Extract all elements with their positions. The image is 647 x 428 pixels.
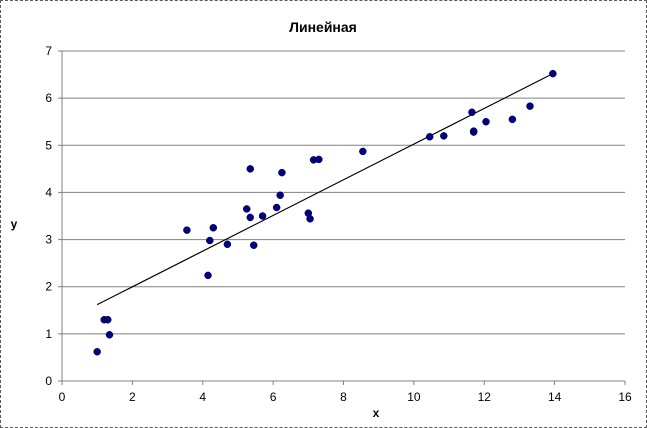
data-point-13	[258, 212, 267, 220]
x-tick-label-12: 12	[478, 390, 492, 404]
data-point-24	[468, 108, 476, 117]
y-tick-label-4: 4	[45, 185, 52, 199]
data-point-30	[549, 69, 557, 78]
data-point-6	[206, 236, 214, 245]
x-tick-label-10: 10	[407, 390, 421, 404]
data-point-3	[105, 331, 114, 339]
data-point-11	[246, 213, 255, 222]
x-tick-label-4: 4	[199, 390, 206, 404]
x-axis-title: x	[373, 406, 380, 420]
data-point-12	[250, 241, 258, 249]
x-tick-label-2: 2	[129, 390, 136, 404]
data-point-10	[246, 165, 255, 173]
data-point-21	[359, 147, 367, 156]
data-point-5	[204, 271, 212, 280]
x-tick-labels: 0 2 4 6 8 10 12 14 16	[59, 390, 632, 404]
data-point-29	[526, 102, 534, 110]
data-point-22	[425, 133, 434, 141]
data-point-27	[482, 117, 490, 126]
y-tick-label-2: 2	[45, 280, 52, 294]
y-tick-label-5: 5	[45, 138, 52, 152]
data-point-20	[315, 155, 323, 164]
data-point-0	[93, 348, 101, 356]
linear-trendline	[96, 73, 554, 306]
y-tick-label-6: 6	[45, 91, 52, 105]
data-point-7	[209, 224, 218, 232]
x-tick-label-16: 16	[618, 390, 632, 404]
data-point-9	[242, 205, 251, 213]
y-tick-label-7: 7	[45, 44, 52, 58]
axes	[58, 50, 626, 385]
x-tick-label-14: 14	[548, 390, 562, 404]
y-axis-title: y	[11, 217, 18, 231]
x-tick-label-0: 0	[59, 390, 66, 404]
data-point-16	[278, 168, 286, 177]
data-point-18	[306, 215, 314, 223]
data-point-2	[103, 315, 112, 324]
y-tick-labels: 0 1 2 3 4 5 6 7	[45, 44, 52, 388]
chart-title: Линейная	[289, 19, 357, 35]
data-point-8	[223, 240, 232, 249]
data-points	[93, 69, 557, 356]
y-tick-label-1: 1	[45, 327, 52, 341]
y-tick-label-0: 0	[45, 374, 52, 388]
data-point-4	[183, 226, 191, 234]
data-point-14	[272, 203, 281, 212]
x-tick-label-8: 8	[340, 390, 347, 404]
y-tick-label-3: 3	[45, 233, 52, 247]
data-point-26	[469, 128, 478, 136]
x-tick-label-6: 6	[270, 390, 277, 404]
data-point-28	[508, 115, 517, 124]
data-point-15	[276, 191, 284, 200]
gridlines	[62, 50, 625, 335]
data-point-23	[440, 132, 448, 140]
